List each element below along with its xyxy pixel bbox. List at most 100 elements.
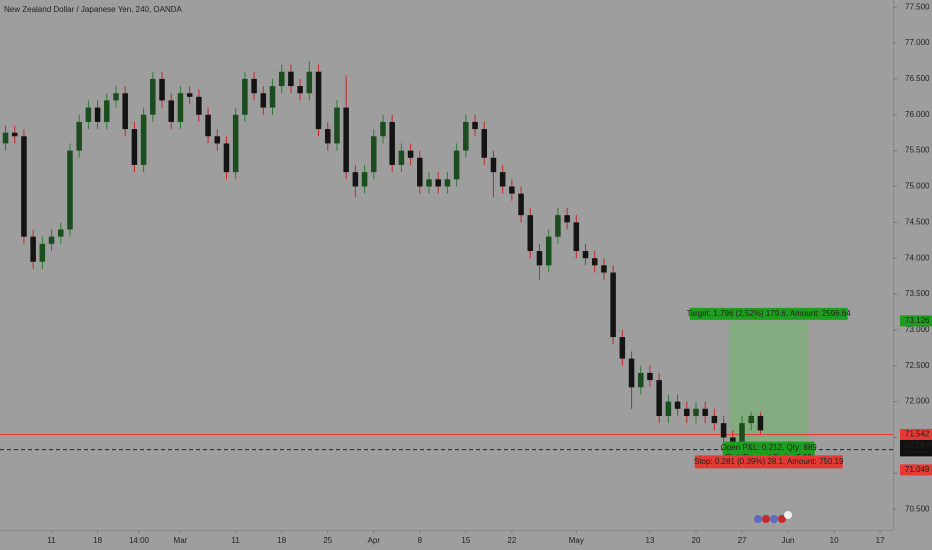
candle-body	[159, 78, 165, 101]
candle-body	[720, 423, 727, 438]
candle-body	[407, 150, 414, 158]
y-tick-label: 73.500	[905, 289, 930, 298]
candle-body	[463, 121, 469, 151]
target-label: Target: 1.796 (2.52%) 179.6, Amount: 259…	[687, 309, 852, 318]
candle-body	[30, 236, 36, 262]
candle-body	[435, 179, 441, 187]
y-tick-label: 72.000	[905, 397, 930, 406]
candle-body	[352, 172, 359, 187]
candle-body	[94, 107, 101, 122]
x-tick-label: 10	[830, 536, 839, 545]
y-tick-label: 74.000	[905, 253, 930, 262]
candle-body	[361, 172, 368, 187]
candle-body	[426, 179, 432, 187]
y-tick-label: 74.500	[905, 217, 930, 226]
candle-body	[223, 143, 230, 173]
x-tick-label: Mar	[174, 536, 188, 545]
candle-body	[168, 100, 174, 122]
candle-body	[472, 121, 478, 130]
candle-body	[398, 150, 405, 165]
price-badge	[900, 464, 932, 476]
event-icon	[778, 515, 786, 523]
event-icon	[754, 515, 762, 523]
x-tick-label: May	[569, 536, 584, 545]
candle-body	[2, 132, 9, 144]
candle-body	[76, 121, 82, 151]
candle-body	[48, 236, 55, 244]
candle-body	[509, 186, 515, 194]
x-tick-label: 22	[507, 536, 516, 545]
candle-body	[564, 215, 570, 223]
x-tick-label: 11	[232, 536, 241, 545]
candle-body	[481, 129, 488, 158]
countdown-box	[900, 439, 932, 451]
candle-body	[242, 78, 248, 115]
x-tick-label: 18	[93, 536, 102, 545]
candle-body	[389, 121, 395, 165]
candle-body	[610, 272, 616, 338]
candle-body	[674, 401, 681, 409]
candle-body	[490, 157, 497, 173]
pnl-label: Open P&L: 0.212, Qty: 889	[721, 443, 818, 452]
candle-body	[527, 215, 534, 252]
target-label-box	[689, 307, 848, 320]
candle-body	[637, 372, 644, 388]
candle-body	[334, 107, 340, 144]
candle-body	[343, 107, 349, 173]
candle-body	[684, 408, 690, 416]
candle-body	[555, 215, 561, 237]
candle-body	[269, 86, 276, 108]
price-badge-label: 71.542	[905, 430, 930, 439]
countdown: 02:14:45	[904, 441, 932, 450]
candle-body	[196, 96, 202, 115]
candle-body	[739, 423, 745, 449]
candle-body	[150, 78, 156, 115]
y-tick-label: 72.500	[905, 361, 930, 370]
x-tick-label: Apr	[368, 536, 381, 545]
candle-body	[647, 372, 653, 381]
candle-body	[85, 107, 92, 122]
x-tick-label: 20	[692, 536, 701, 545]
x-tick-label: 13	[646, 536, 655, 545]
candle-body	[278, 71, 285, 87]
y-tick-label: 75.000	[905, 182, 930, 191]
x-tick-label: 18	[277, 536, 286, 545]
candle-body	[186, 93, 193, 97]
candle-body	[628, 358, 635, 388]
stop-label-box	[694, 455, 843, 469]
candle-body	[380, 121, 386, 137]
candle-body	[232, 114, 239, 173]
candle-body	[113, 93, 119, 101]
chart-title: New Zealand Dollar / Japanese Yen, 240, …	[4, 5, 183, 14]
candle-body	[324, 129, 331, 144]
candle-body	[371, 136, 377, 173]
event-icon	[784, 511, 792, 519]
candle-body	[122, 93, 128, 130]
price-badge-label: 71.049	[905, 465, 930, 474]
candle-body	[453, 150, 460, 180]
candle-body	[591, 258, 598, 266]
candle-body	[417, 157, 423, 187]
candle-body	[545, 236, 552, 266]
price-badge	[900, 315, 932, 327]
candle-body	[573, 222, 580, 252]
candle-body	[104, 100, 110, 122]
y-tick-label: 75.500	[905, 146, 930, 155]
price-badge-label: 73.126	[905, 316, 930, 325]
x-tick-label: 11	[47, 536, 56, 545]
candle-body	[665, 401, 672, 416]
x-tick-label: 14:00	[129, 536, 150, 545]
y-tick-label: 77.500	[905, 2, 930, 11]
candle-body	[582, 251, 589, 259]
candle-body	[499, 172, 506, 187]
x-tick-label: 17	[876, 536, 885, 545]
candle-body	[601, 265, 607, 273]
candle-body	[656, 380, 662, 416]
candle-body	[39, 243, 46, 262]
y-tick-label: 73.000	[905, 325, 930, 334]
candle-body	[619, 337, 626, 359]
candle-body	[57, 229, 64, 237]
x-tick-label: Jun	[782, 536, 795, 545]
candle-body	[21, 136, 27, 237]
